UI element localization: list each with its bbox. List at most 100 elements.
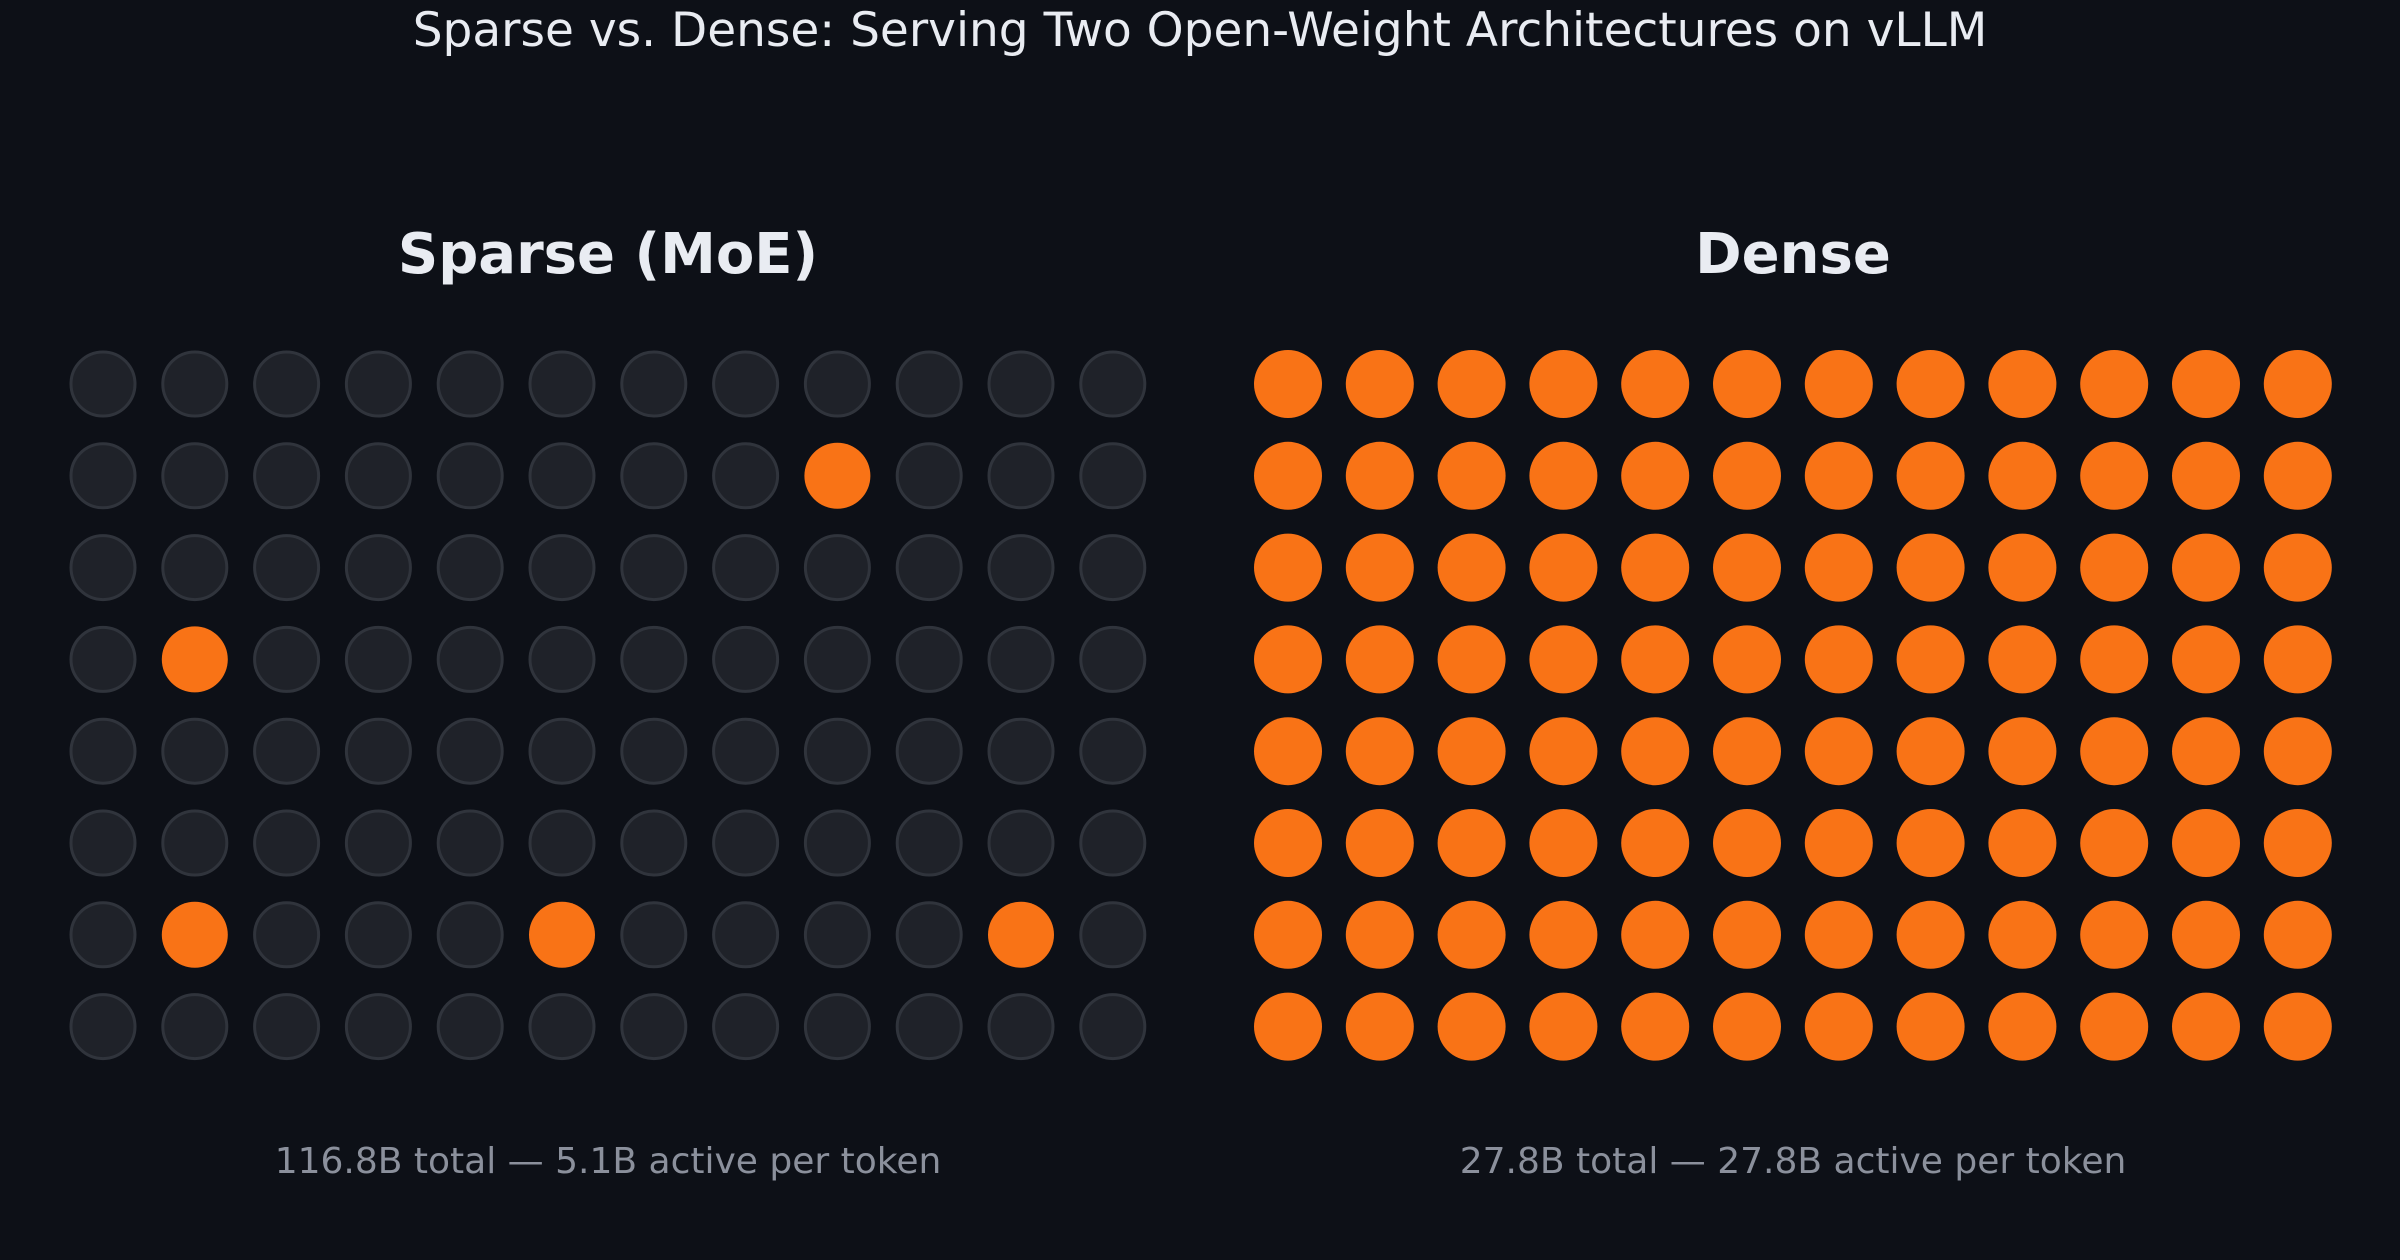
inactive-parameter-dot bbox=[712, 625, 780, 693]
active-parameter-dot bbox=[1254, 533, 1322, 602]
active-parameter-dot bbox=[529, 901, 595, 968]
inactive-parameter-dot bbox=[69, 625, 137, 693]
inactive-parameter-dot bbox=[1079, 442, 1147, 510]
active-parameter-dot bbox=[1896, 350, 1965, 418]
active-parameter-dot bbox=[1621, 533, 1690, 602]
inactive-parameter-dot bbox=[253, 993, 321, 1061]
active-parameter-dot bbox=[1345, 533, 1414, 602]
inactive-parameter-dot bbox=[436, 534, 504, 602]
active-parameter-dot bbox=[1713, 717, 1781, 786]
inactive-parameter-dot bbox=[253, 901, 321, 969]
active-parameter-dot bbox=[2172, 625, 2240, 694]
active-parameter-dot bbox=[1896, 809, 1965, 877]
inactive-parameter-dot bbox=[712, 442, 780, 510]
inactive-parameter-dot bbox=[712, 717, 780, 785]
active-parameter-dot bbox=[1896, 441, 1965, 510]
inactive-parameter-dot bbox=[436, 809, 504, 877]
active-parameter-dot bbox=[1345, 809, 1414, 877]
active-parameter-dot bbox=[2263, 533, 2332, 602]
inactive-parameter-dot bbox=[253, 350, 321, 418]
active-parameter-dot bbox=[1254, 992, 1322, 1061]
active-parameter-dot bbox=[1988, 992, 2057, 1061]
inactive-parameter-dot bbox=[344, 993, 412, 1061]
active-parameter-dot bbox=[1804, 992, 1873, 1061]
active-parameter-dot bbox=[161, 901, 228, 968]
active-parameter-dot bbox=[2080, 625, 2149, 694]
inactive-parameter-dot bbox=[69, 350, 137, 418]
active-parameter-dot bbox=[1621, 625, 1690, 694]
active-parameter-dot bbox=[1988, 441, 2057, 510]
inactive-parameter-dot bbox=[987, 809, 1055, 877]
active-parameter-dot bbox=[1254, 441, 1322, 510]
inactive-parameter-dot bbox=[712, 901, 780, 969]
inactive-parameter-dot bbox=[1079, 717, 1147, 785]
active-parameter-dot bbox=[1529, 992, 1598, 1061]
active-parameter-dot bbox=[1804, 809, 1873, 877]
active-parameter-dot bbox=[2172, 809, 2240, 877]
active-parameter-dot bbox=[2080, 900, 2149, 969]
inactive-parameter-dot bbox=[1079, 993, 1147, 1061]
active-parameter-dot bbox=[1254, 809, 1322, 877]
active-parameter-dot bbox=[2080, 809, 2149, 877]
inactive-parameter-dot bbox=[987, 534, 1055, 602]
figure-title: Sparse vs. Dense: Serving Two Open-Weigh… bbox=[413, 3, 1988, 58]
inactive-parameter-dot bbox=[69, 901, 137, 969]
inactive-parameter-dot bbox=[620, 350, 688, 418]
inactive-parameter-dot bbox=[712, 350, 780, 418]
active-parameter-dot bbox=[1529, 625, 1598, 694]
active-parameter-dot bbox=[1804, 350, 1873, 418]
inactive-parameter-dot bbox=[1079, 534, 1147, 602]
inactive-parameter-dot bbox=[528, 534, 596, 602]
inactive-parameter-dot bbox=[620, 442, 688, 510]
active-parameter-dot bbox=[1529, 717, 1598, 786]
inactive-parameter-dot bbox=[1079, 625, 1147, 693]
active-parameter-dot bbox=[1529, 900, 1598, 969]
active-parameter-dot bbox=[2172, 900, 2240, 969]
inactive-parameter-dot bbox=[436, 993, 504, 1061]
active-parameter-dot bbox=[1804, 900, 1873, 969]
panel-sparse: Sparse (MoE) 116.8B total — 5.1B active … bbox=[69, 222, 1147, 1182]
active-parameter-dot bbox=[1345, 625, 1414, 694]
active-parameter-dot bbox=[1713, 625, 1781, 694]
inactive-parameter-dot bbox=[1079, 809, 1147, 877]
active-parameter-dot bbox=[2080, 441, 2149, 510]
inactive-parameter-dot bbox=[344, 625, 412, 693]
inactive-parameter-dot bbox=[1079, 901, 1147, 969]
active-parameter-dot bbox=[1437, 441, 1506, 510]
inactive-parameter-dot bbox=[987, 442, 1055, 510]
inactive-parameter-dot bbox=[803, 901, 871, 969]
inactive-parameter-dot bbox=[344, 442, 412, 510]
inactive-parameter-dot bbox=[803, 534, 871, 602]
inactive-parameter-dot bbox=[620, 809, 688, 877]
inactive-parameter-dot bbox=[712, 534, 780, 602]
active-parameter-dot bbox=[1254, 350, 1322, 418]
active-parameter-dot bbox=[804, 442, 871, 509]
active-parameter-dot bbox=[1529, 809, 1598, 877]
active-parameter-dot bbox=[1988, 809, 2057, 877]
inactive-parameter-dot bbox=[253, 809, 321, 877]
inactive-parameter-dot bbox=[69, 534, 137, 602]
panel-dense-title: Dense bbox=[1695, 222, 1891, 287]
active-parameter-dot bbox=[1529, 441, 1598, 510]
inactive-parameter-dot bbox=[344, 717, 412, 785]
active-parameter-dot bbox=[1621, 441, 1690, 510]
inactive-parameter-dot bbox=[69, 809, 137, 877]
active-parameter-dot bbox=[1804, 441, 1873, 510]
active-parameter-dot bbox=[1437, 533, 1506, 602]
active-parameter-dot bbox=[1345, 900, 1414, 969]
inactive-parameter-dot bbox=[712, 809, 780, 877]
active-parameter-dot bbox=[1254, 717, 1322, 786]
inactive-parameter-dot bbox=[69, 442, 137, 510]
inactive-parameter-dot bbox=[253, 717, 321, 785]
inactive-parameter-dot bbox=[803, 625, 871, 693]
active-parameter-dot bbox=[1713, 533, 1781, 602]
inactive-parameter-dot bbox=[987, 993, 1055, 1061]
active-parameter-dot bbox=[1896, 533, 1965, 602]
inactive-parameter-dot bbox=[436, 442, 504, 510]
inactive-parameter-dot bbox=[436, 717, 504, 785]
active-parameter-dot bbox=[1713, 992, 1781, 1061]
active-parameter-dot bbox=[1345, 441, 1414, 510]
active-parameter-dot bbox=[1804, 533, 1873, 602]
active-parameter-dot bbox=[1713, 441, 1781, 510]
